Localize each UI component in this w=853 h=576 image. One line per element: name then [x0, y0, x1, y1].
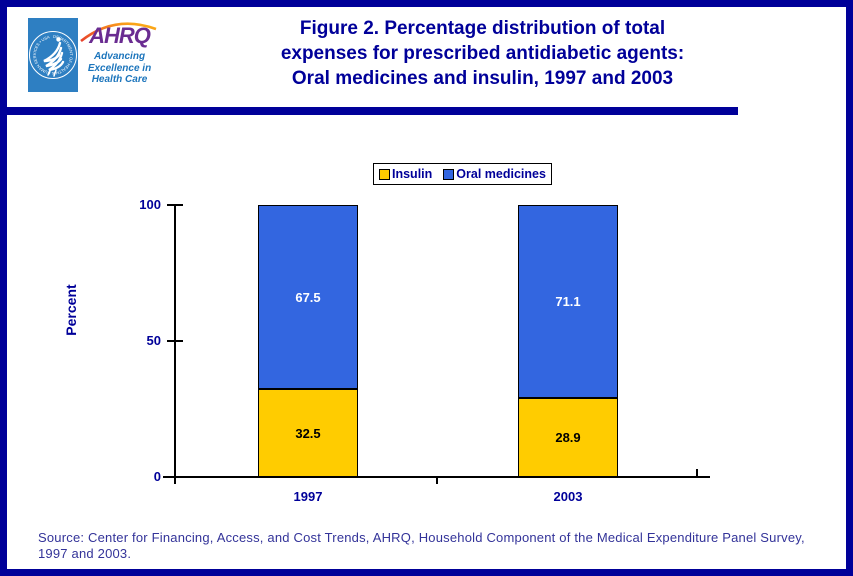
legend-item-oral-medicines: Oral medicines — [443, 167, 546, 181]
hhs-ahrq-logo: DEPARTMENT OF HEALTH & HUMAN SERVICES • … — [28, 18, 161, 92]
bar-segment-insulin-1997: 32.5 — [258, 389, 358, 477]
source-note-line: Source: Center for Financing, Access, an… — [38, 530, 805, 545]
oral-medicines-swatch-icon — [443, 168, 455, 180]
bar-value-label: 32.5 — [295, 425, 321, 441]
hhs-seal-icon: DEPARTMENT OF HEALTH & HUMAN SERVICES • … — [28, 18, 78, 92]
x-axis-tick — [436, 478, 438, 484]
figure-title: Figure 2. Percentage distribution of tot… — [175, 16, 790, 91]
ahrq-arc-icon — [80, 22, 157, 43]
ahrq-logo: AHRQ Advancing Excellence in Health Care — [78, 18, 161, 92]
figure-title-line: Figure 2. Percentage distribution of tot… — [299, 18, 666, 39]
insulin-swatch-icon — [379, 168, 390, 180]
y-axis-tick-label: 50 — [146, 333, 161, 348]
bar-value-label: 67.5 — [295, 289, 321, 305]
tagline-line: Excellence in — [87, 62, 152, 74]
chart-legend: Insulin Oral medicines — [373, 163, 552, 185]
bar-segment-insulin-2003: 28.9 — [518, 398, 618, 477]
figure-title-line: Oral medicines and insulin, 1997 and 200… — [291, 68, 674, 89]
x-axis-tick — [174, 478, 176, 484]
x-axis-line — [163, 476, 710, 478]
tagline-line: Advancing — [93, 51, 146, 62]
tagline-line: Health Care — [91, 74, 148, 85]
legend-item-insulin: Insulin — [379, 167, 432, 181]
ahrq-wordmark: AHRQ — [89, 23, 151, 48]
plot-area: 0 50 100 32.5 67.5 1997 28.9 71.1 2003 — [139, 197, 710, 504]
bar-segment-oral-medicines-1997: 67.5 — [258, 205, 358, 389]
legend-label: Insulin — [392, 167, 433, 181]
y-axis-tick — [167, 340, 183, 342]
y-axis-title: Percent — [63, 284, 79, 336]
title-underline-rule — [7, 107, 738, 115]
x-axis-end-tick — [696, 469, 698, 477]
legend-label: Oral medicines — [456, 167, 546, 181]
y-axis-tick-label: 100 — [139, 197, 161, 212]
y-axis-tick-label: 0 — [153, 469, 161, 484]
bar-value-label: 71.1 — [555, 294, 581, 309]
y-axis-tick — [167, 204, 183, 206]
source-note-line: 1997 and 2003. — [38, 545, 132, 561]
x-axis-category-label: 2003 — [553, 489, 583, 504]
x-axis-category-label: 1997 — [293, 489, 323, 504]
eagle-icon — [43, 37, 65, 77]
bar-segment-oral-medicines-2003: 71.1 — [518, 205, 618, 398]
y-axis-tick — [167, 476, 183, 478]
figure-title-line: expenses for prescribed antidiabetic age… — [280, 43, 685, 64]
bar-value-label: 28.9 — [555, 430, 581, 445]
ahrq-tagline: Advancing Excellence in Health Care — [78, 51, 161, 86]
source-note: Source: Center for Financing, Access, an… — [38, 530, 828, 561]
